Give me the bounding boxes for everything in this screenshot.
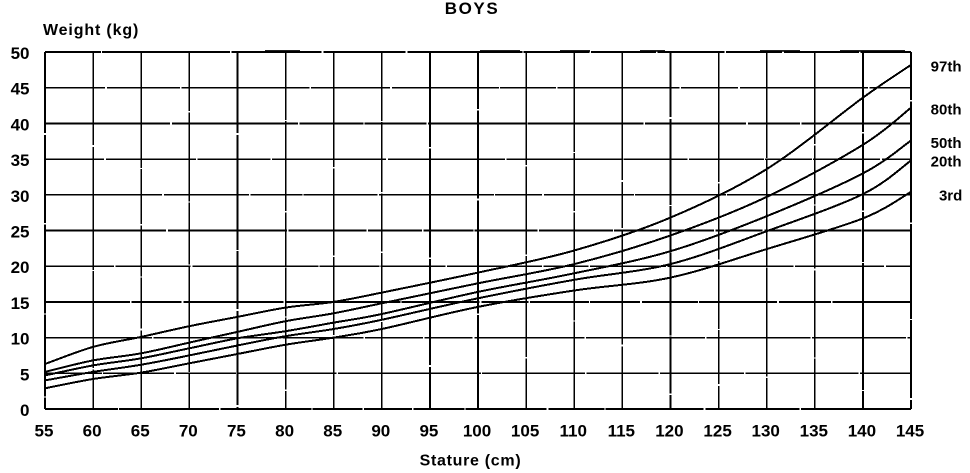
svg-text:115: 115 <box>608 421 635 440</box>
svg-text:60: 60 <box>83 421 102 440</box>
svg-text:15: 15 <box>11 294 30 313</box>
svg-text:40: 40 <box>11 115 30 134</box>
svg-text:50th: 50th <box>931 135 962 152</box>
svg-text:35: 35 <box>11 151 30 170</box>
svg-text:105: 105 <box>511 421 539 440</box>
svg-text:80th: 80th <box>931 101 962 118</box>
svg-text:10: 10 <box>11 330 30 349</box>
svg-text:Weight (kg): Weight (kg) <box>43 22 139 39</box>
svg-text:Stature (cm): Stature (cm) <box>420 452 522 469</box>
svg-text:20th: 20th <box>931 154 962 171</box>
svg-text:45: 45 <box>11 80 30 99</box>
svg-text:5: 5 <box>20 365 29 384</box>
svg-text:70: 70 <box>179 421 198 440</box>
svg-text:85: 85 <box>323 421 342 440</box>
svg-text:30: 30 <box>11 187 30 206</box>
svg-text:25: 25 <box>11 223 30 242</box>
svg-text:120: 120 <box>655 421 683 440</box>
svg-text:65: 65 <box>131 421 150 440</box>
svg-text:3rd: 3rd <box>939 188 962 205</box>
svg-text:110: 110 <box>559 421 586 440</box>
svg-text:100: 100 <box>463 421 491 440</box>
svg-text:80: 80 <box>275 421 294 440</box>
svg-text:97th: 97th <box>931 59 962 76</box>
svg-text:95: 95 <box>419 421 438 440</box>
svg-text:130: 130 <box>752 421 780 440</box>
svg-text:145: 145 <box>896 421 924 440</box>
svg-text:55: 55 <box>35 421 54 440</box>
svg-text:75: 75 <box>227 421 246 440</box>
svg-text:20: 20 <box>11 258 30 277</box>
svg-text:0: 0 <box>20 401 29 420</box>
svg-text:140: 140 <box>848 421 876 440</box>
svg-text:135: 135 <box>800 421 828 440</box>
svg-text:125: 125 <box>703 421 731 440</box>
svg-text:BOYS: BOYS <box>445 0 500 18</box>
svg-text:90: 90 <box>371 421 390 440</box>
svg-text:50: 50 <box>11 44 30 63</box>
